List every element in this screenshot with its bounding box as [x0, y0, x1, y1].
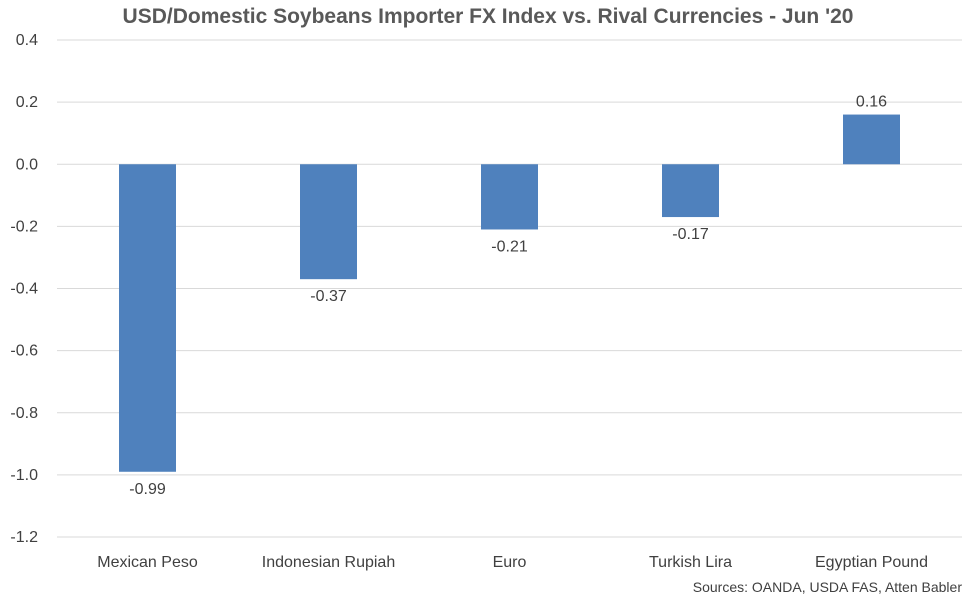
- data-label: -0.37: [310, 288, 347, 305]
- category-labels: Mexican Peso Indonesian Rupiah Euro Turkish…: [97, 554, 928, 571]
- category-label: Mexican Peso: [97, 554, 198, 571]
- category-label: Turkish Lira: [649, 554, 732, 571]
- y-tick-label: -1.2: [10, 529, 38, 546]
- category-label: Euro: [493, 554, 527, 571]
- bars: [119, 114, 900, 472]
- bar-egyptian-pound: [843, 114, 900, 165]
- y-tick-label: -0.6: [10, 343, 38, 360]
- y-tick-label: 0.0: [16, 156, 38, 173]
- category-label: Egyptian Pound: [815, 554, 928, 571]
- y-tick-label: -0.2: [10, 218, 38, 235]
- bar-indonesian-rupiah: [300, 164, 357, 280]
- y-tick-label: 0.4: [16, 32, 38, 49]
- data-label: -0.17: [672, 226, 709, 243]
- category-label: Indonesian Rupiah: [262, 554, 395, 571]
- data-label: -0.21: [491, 238, 528, 255]
- bar-turkish-lira: [662, 164, 719, 218]
- data-label: -0.99: [129, 481, 166, 498]
- gridlines: [57, 39, 962, 538]
- bar-mexican-peso: [119, 164, 176, 472]
- y-tick-label: -1.0: [10, 467, 38, 484]
- data-labels: -0.99 -0.37 -0.21 -0.17 0.16: [129, 94, 887, 498]
- y-tick-label: -0.4: [10, 281, 38, 298]
- bar-euro: [481, 164, 538, 230]
- y-tick-label: -0.8: [10, 405, 38, 422]
- y-axis-ticks: 0.4 0.2 0.0 -0.2 -0.4 -0.6 -0.8 -1.0 -1.2: [10, 32, 38, 546]
- data-label: 0.16: [856, 94, 887, 111]
- source-note: Sources: OANDA, USDA FAS, Atten Babler: [692, 579, 962, 595]
- y-tick-label: 0.2: [16, 94, 38, 111]
- chart-title: USD/Domestic Soybeans Importer FX Index …: [122, 5, 854, 28]
